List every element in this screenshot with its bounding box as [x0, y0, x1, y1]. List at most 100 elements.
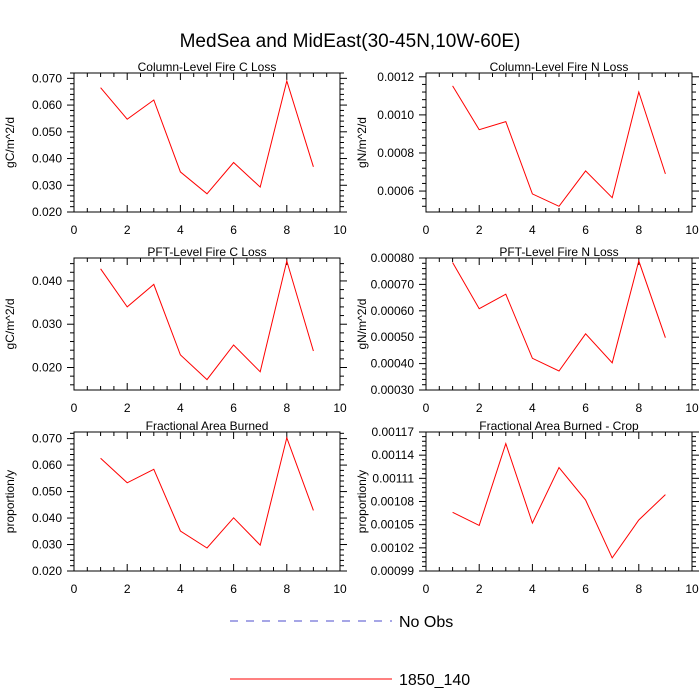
panel-3: PFT-Level Fire C Loss gC/m^2/d 0 2 4 6 8 10 0.02… [3, 245, 347, 415]
y-tick-label: 0.00070 [371, 277, 415, 291]
panel-title: Column-Level Fire C Loss [138, 60, 277, 74]
series-line-1850-140 [452, 442, 666, 559]
x-tick-label: 4 [529, 223, 536, 237]
y-tick-label: 0.00050 [371, 330, 415, 344]
x-tick-label: 0 [423, 401, 430, 415]
x-tick-label: 2 [124, 582, 131, 596]
y-axis-label: gC/m^2/d [3, 299, 17, 350]
panel-title: Fractional Area Burned [146, 419, 269, 433]
x-tick-label: 6 [230, 223, 237, 237]
x-tick-label: 10 [333, 401, 347, 415]
panels: Column-Level Fire C Loss gC/m^2/d 0 2 4 6 8 10 0… [3, 60, 699, 596]
x-tick-label: 6 [230, 401, 237, 415]
panel-2: Column-Level Fire N Loss gN/m^2/d 0 2 4 6 8 10 0… [355, 60, 699, 237]
x-tick-label: 8 [635, 582, 642, 596]
y-axis-label: proportion/y [3, 470, 17, 533]
y-tick-label: 0.00114 [372, 448, 415, 462]
y-axis-label: gN/m^2/d [355, 117, 369, 168]
series-line-1850-140 [100, 79, 314, 195]
y-tick-label: 0.00080 [371, 251, 415, 265]
x-tick-label: 8 [283, 582, 290, 596]
panel-4: PFT-Level Fire N Loss gN/m^2/d 0 2 4 6 8 10 0.00… [355, 245, 699, 415]
y-tick-label: 0.020 [32, 564, 62, 578]
y-tick-label: 0.060 [32, 98, 62, 112]
x-tick-label: 0 [423, 223, 430, 237]
y-tick-label: 0.00102 [371, 541, 415, 555]
y-tick-label: 0.070 [32, 432, 62, 446]
x-tick-label: 2 [124, 223, 131, 237]
panel-title: PFT-Level Fire N Loss [499, 245, 618, 259]
y-tick-label: 0.070 [32, 71, 62, 85]
plot-frame [73, 431, 341, 572]
x-tick-label: 10 [333, 223, 347, 237]
plot-frame [73, 257, 341, 391]
legend-label-no-obs: No Obs [399, 614, 453, 631]
x-tick-label: 8 [635, 223, 642, 237]
x-tick-label: 2 [124, 401, 131, 415]
x-tick-label: 8 [283, 223, 290, 237]
x-tick-label: 6 [582, 401, 589, 415]
legend-label-1850-140: 1850_140 [399, 672, 470, 689]
y-tick-label: 0.00108 [371, 495, 415, 509]
y-tick-label: 0.00117 [372, 425, 415, 439]
y-tick-label: 0.0006 [377, 184, 414, 198]
y-axis-label: gC/m^2/d [3, 117, 17, 168]
y-tick-label: 0.020 [32, 205, 62, 219]
panel-5: Fractional Area Burned proportion/y 0 2 4 6 8 1… [3, 419, 347, 596]
x-tick-label: 0 [423, 582, 430, 596]
y-tick-label: 0.00060 [371, 304, 415, 318]
y-tick-label: 0.0008 [377, 146, 414, 160]
y-tick-label: 0.0010 [377, 108, 414, 122]
x-tick-label: 4 [529, 582, 536, 596]
x-tick-label: 0 [71, 582, 78, 596]
y-tick-label: 0.00105 [371, 518, 415, 532]
series-line-1850-140 [100, 259, 314, 381]
plot-frame [73, 72, 341, 213]
panel-title: PFT-Level Fire C Loss [147, 245, 266, 259]
y-tick-label: 0.040 [32, 152, 62, 166]
panel-title: Fractional Area Burned - Crop [479, 419, 639, 433]
panel-1: Column-Level Fire C Loss gC/m^2/d 0 2 4 6 8 10 0… [3, 60, 347, 237]
x-tick-label: 10 [685, 223, 699, 237]
series-line-1850-140 [452, 85, 666, 207]
plot-frame [425, 72, 693, 213]
legend: No Obs 1850_140 [230, 614, 470, 689]
x-tick-label: 2 [476, 401, 483, 415]
x-tick-label: 10 [685, 582, 699, 596]
y-tick-label: 0.00111 [372, 471, 414, 485]
y-tick-label: 0.040 [32, 274, 62, 288]
x-tick-label: 4 [177, 582, 184, 596]
y-tick-label: 0.040 [32, 511, 62, 525]
plot-frame [425, 431, 693, 572]
y-tick-label: 0.00099 [371, 564, 415, 578]
x-tick-label: 4 [177, 401, 184, 415]
y-tick-label: 0.030 [32, 317, 62, 331]
x-tick-label: 6 [582, 582, 589, 596]
y-axis-label: gN/m^2/d [355, 299, 369, 350]
panel-6: Fractional Area Burned - Crop proportion/… [355, 419, 699, 596]
x-tick-label: 8 [283, 401, 290, 415]
x-tick-label: 4 [529, 401, 536, 415]
panel-title: Column-Level Fire N Loss [490, 60, 629, 74]
y-tick-label: 0.050 [32, 125, 62, 139]
x-tick-label: 0 [71, 401, 78, 415]
x-tick-label: 2 [476, 223, 483, 237]
x-tick-label: 10 [685, 401, 699, 415]
x-tick-label: 6 [230, 582, 237, 596]
x-tick-label: 8 [635, 401, 642, 415]
x-tick-label: 2 [476, 582, 483, 596]
x-tick-label: 6 [582, 223, 589, 237]
y-tick-label: 0.050 [32, 485, 62, 499]
x-tick-label: 4 [177, 223, 184, 237]
y-tick-label: 0.030 [32, 178, 62, 192]
y-tick-label: 0.00030 [371, 383, 415, 397]
y-tick-label: 0.00040 [371, 357, 415, 371]
y-tick-label: 0.0012 [377, 70, 414, 84]
y-tick-label: 0.030 [32, 538, 62, 552]
y-tick-label: 0.020 [32, 360, 62, 374]
series-line-1850-140 [100, 436, 314, 549]
x-tick-label: 0 [71, 223, 78, 237]
series-line-1850-140 [452, 259, 666, 372]
y-tick-label: 0.060 [32, 458, 62, 472]
